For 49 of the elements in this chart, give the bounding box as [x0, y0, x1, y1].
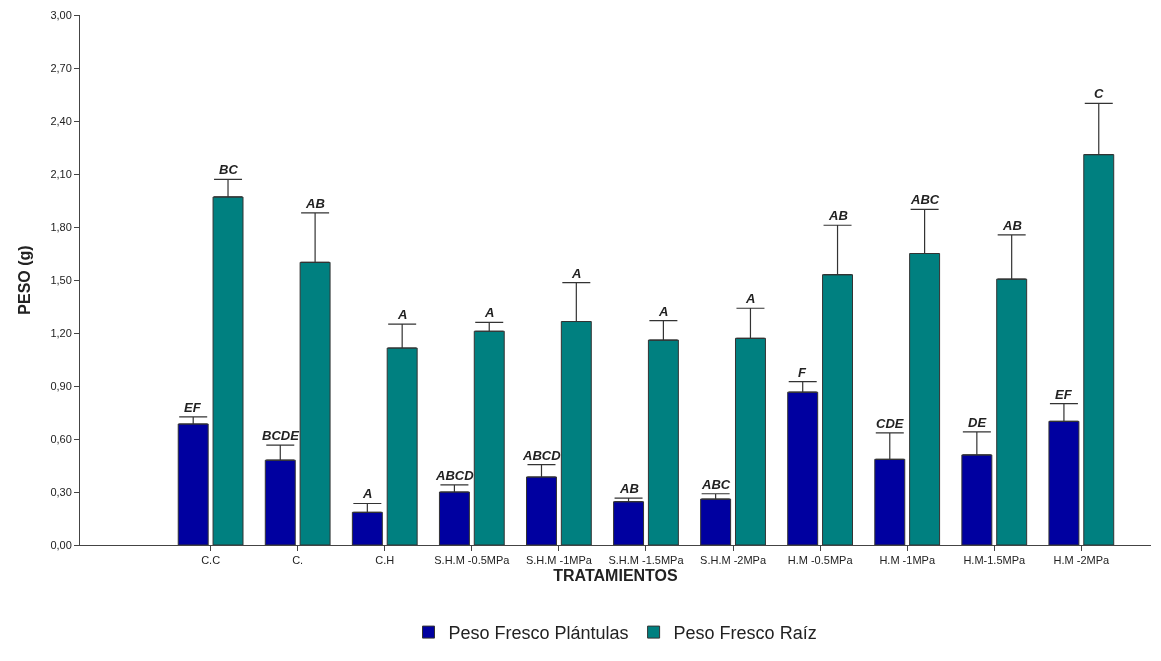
y-tick-label: 2,10: [50, 167, 72, 180]
annotation: CDE: [876, 416, 904, 431]
y-tick-label: 0,30: [50, 485, 72, 498]
annotation: A: [484, 305, 495, 320]
x-tick-label: H.M -1MPa: [879, 554, 936, 567]
annotation: F: [798, 365, 807, 380]
annotation: AB: [305, 196, 325, 211]
annotation: ABC: [701, 477, 731, 492]
y-tick-label: 2,40: [50, 114, 72, 127]
x-tick-label: H.M -2MPa: [1053, 554, 1111, 567]
annotation: EF: [1055, 387, 1073, 402]
annotation: ABCD: [522, 448, 562, 463]
y-tick-label: 1,50: [50, 273, 72, 286]
x-tick-label: C.: [292, 554, 304, 567]
x-tick-label: H.M -0.5MPa: [787, 554, 854, 567]
x-axis-title: TRATAMIENTOS: [553, 566, 679, 584]
y-tick-label: 0,90: [50, 379, 72, 392]
x-tick-label: S.H.M -1MPa: [525, 554, 593, 567]
legend-label: Peso Fresco Plántulas: [448, 623, 629, 644]
annotation: AB: [828, 208, 848, 223]
annotation: A: [362, 486, 373, 501]
annotation: EF: [184, 400, 202, 415]
annotation: A: [571, 266, 582, 281]
x-tick-label: S.H.M -1.5MPa: [608, 554, 685, 567]
bar: [613, 501, 645, 545]
annotation: A: [745, 291, 756, 306]
x-tick-label: H.M-1.5MPa: [963, 554, 1027, 567]
annotation: BC: [219, 162, 239, 177]
y-axis-title: PESO (g): [16, 245, 34, 315]
annotation: A: [397, 307, 408, 322]
annotation: AB: [1002, 218, 1022, 233]
y-tick-label: 1,20: [50, 326, 72, 339]
annotation: C: [1094, 86, 1104, 101]
annotation: A: [658, 304, 669, 319]
annotation: BCDE: [262, 428, 300, 443]
y-tick-label: 0,00: [50, 538, 72, 551]
x-tick-label: S.H.M -0.5MPa: [434, 554, 511, 567]
annotation: DE: [968, 415, 987, 430]
legend-label: Peso Fresco Raíz: [673, 623, 817, 644]
annotation: ABC: [910, 192, 940, 207]
x-tick-label: C.C: [201, 554, 221, 567]
y-tick-label: 3,00: [50, 8, 72, 21]
x-tick-label: S.H.M -2MPa: [700, 554, 767, 567]
y-tick-label: 2,70: [50, 61, 72, 74]
y-tick-label: 0,60: [50, 432, 72, 445]
annotation: AB: [619, 481, 639, 496]
x-tick-label: C.H: [375, 554, 395, 567]
annotation: ABCD: [435, 468, 475, 483]
y-tick-label: 1,80: [50, 220, 72, 233]
